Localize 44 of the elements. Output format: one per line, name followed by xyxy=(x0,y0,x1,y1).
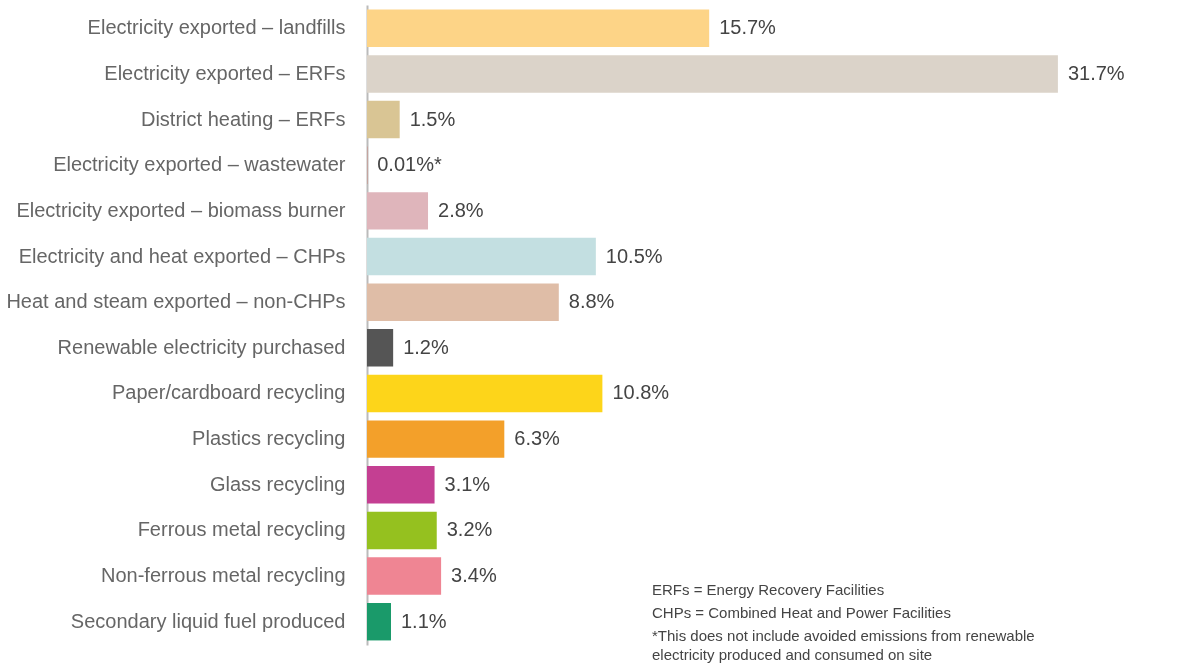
data-label: 1.1% xyxy=(400,609,447,632)
bar xyxy=(367,603,391,641)
y-tick-label: Electricity exported – ERFs xyxy=(104,61,346,84)
y-tick-label: Secondary liquid fuel produced xyxy=(70,609,346,632)
y-tick-label: Electricity exported – biomass burner xyxy=(16,198,346,221)
y-tick-label: Ferrous metal recycling xyxy=(137,518,346,541)
data-label: 2.8% xyxy=(438,198,484,221)
y-tick-label: Heat and steam exported – non-CHPs xyxy=(6,290,346,313)
bar xyxy=(367,100,400,139)
data-label: 8.8% xyxy=(568,290,615,313)
bar xyxy=(367,237,596,276)
data-label: 3.2% xyxy=(446,518,493,541)
y-tick-label: District heating – ERFs xyxy=(140,107,346,130)
bar xyxy=(367,466,435,504)
bar xyxy=(367,329,394,367)
data-label: 1.5% xyxy=(409,107,456,130)
data-label: 31.7% xyxy=(1067,61,1125,84)
bar xyxy=(367,192,429,230)
bar xyxy=(367,374,603,413)
bar xyxy=(367,557,442,595)
data-label: 6.3% xyxy=(514,427,561,450)
data-label: 3.4% xyxy=(451,564,497,587)
y-tick-label: Renewable electricity purchased xyxy=(57,335,346,358)
data-label: 10.8% xyxy=(612,381,670,404)
y-tick-label: Paper/cardboard recycling xyxy=(112,381,346,404)
data-label: 3.1% xyxy=(444,472,491,495)
data-label: 0.01%* xyxy=(377,153,442,176)
y-tick-label: Glass recycling xyxy=(209,472,346,495)
y-tick-label: Electricity exported – landfills xyxy=(87,16,346,39)
bar xyxy=(367,511,437,550)
annotation: ERFs = Energy Recovery Facilities xyxy=(652,581,885,598)
bar xyxy=(367,55,1058,93)
data-label: 1.2% xyxy=(403,335,449,358)
bar xyxy=(367,420,505,458)
annotation: CHPs = Combined Heat and Power Facilities xyxy=(652,604,951,621)
y-tick-label: Plastics recycling xyxy=(192,427,346,450)
annotation: *This does not include avoided emissions from renewable electricity produced and consumed on site xyxy=(652,627,1035,663)
y-tick-label: Non-ferrous metal recycling xyxy=(100,564,346,587)
y-tick-label: Electricity and heat exported – CHPs xyxy=(18,244,346,267)
data-label: 15.7% xyxy=(719,16,777,39)
data-label: 10.5% xyxy=(605,244,663,267)
bar xyxy=(367,9,710,47)
bar xyxy=(367,283,559,321)
y-tick-label: Electricity exported – wastewater xyxy=(53,153,346,176)
